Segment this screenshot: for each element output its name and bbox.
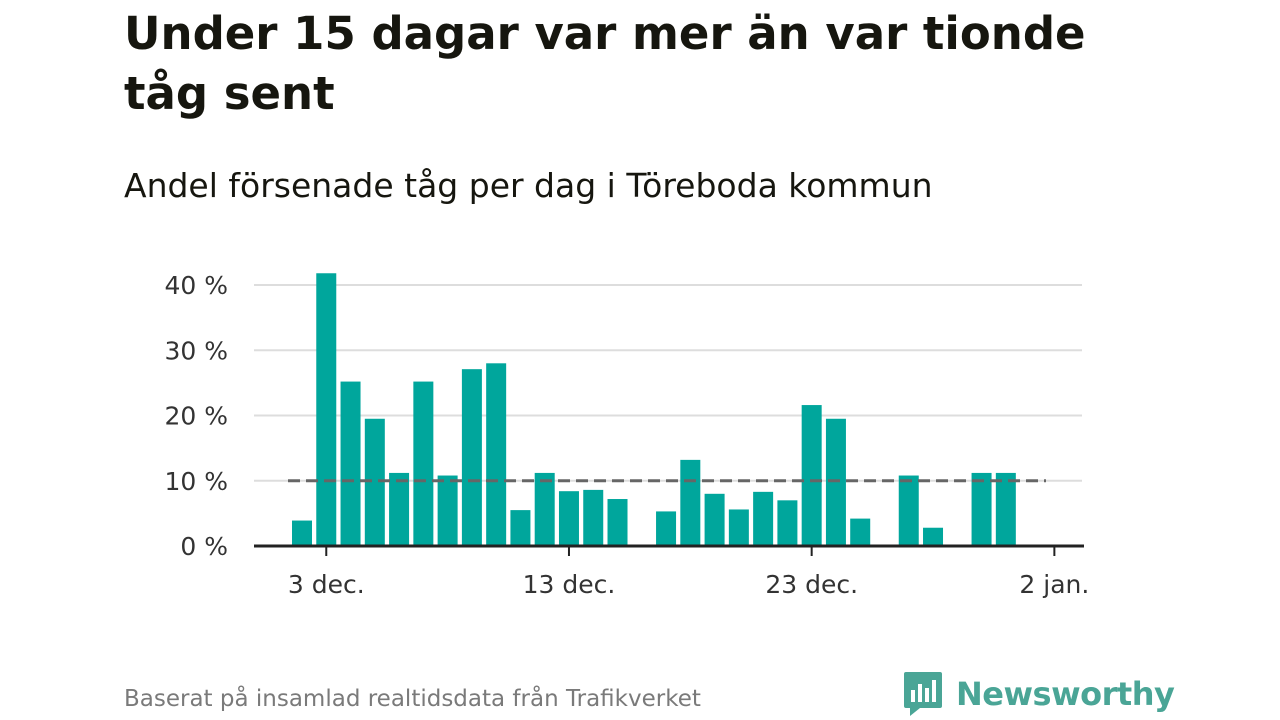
x-tick-label: 13 dec. — [523, 570, 616, 599]
bar — [558, 491, 579, 546]
y-tick-label: 40 % — [164, 271, 228, 300]
bar — [801, 405, 822, 546]
bar — [292, 520, 312, 546]
x-tick-label: 23 dec. — [765, 570, 858, 599]
bars — [292, 273, 1016, 546]
bar — [486, 363, 507, 546]
brand-logo[interactable]: Newsworthy — [902, 670, 1175, 718]
bar — [728, 509, 749, 546]
y-tick-label: 0 % — [180, 532, 228, 561]
newsworthy-logo-icon — [904, 672, 942, 716]
x-tick-label: 3 dec. — [288, 570, 365, 599]
bar — [825, 418, 846, 546]
bar — [777, 500, 798, 546]
bar-chart: 0 % 10 % 20 % 30 % 40 % 3 dec. 13 dec. 23 dec.… — [164, 271, 1089, 599]
bar — [995, 472, 1016, 546]
bar — [389, 472, 410, 546]
bar — [534, 472, 555, 546]
chart-title: Under 15 dagar var mer än var tionde tåg… — [124, 7, 1086, 120]
bar — [316, 273, 337, 546]
bar — [510, 510, 531, 546]
bar — [364, 418, 385, 546]
bar — [413, 381, 434, 546]
y-tick-label: 20 % — [164, 402, 228, 431]
bar — [607, 499, 628, 546]
bar — [753, 491, 774, 546]
source-note: Baserat på insamlad realtidsdata från Tr… — [124, 686, 701, 712]
bar — [898, 475, 919, 546]
bar — [340, 381, 361, 546]
bar — [850, 518, 871, 546]
brand-name: Newsworthy — [956, 675, 1175, 713]
x-tick-label: 2 jan. — [1019, 570, 1089, 599]
bar — [971, 472, 992, 546]
bar — [923, 527, 944, 546]
bar — [437, 475, 458, 546]
y-tick-label: 10 % — [164, 467, 228, 496]
bar — [704, 493, 725, 546]
x-axis — [254, 544, 1084, 556]
x-axis-labels: 3 dec. 13 dec. 23 dec. 2 jan. — [288, 570, 1089, 599]
bar — [461, 369, 482, 546]
bar — [680, 459, 701, 546]
chart-subtitle: Andel försenade tåg per dag i Töreboda k… — [124, 166, 933, 205]
y-axis-labels: 0 % 10 % 20 % 30 % 40 % — [164, 271, 228, 561]
bar — [656, 511, 677, 546]
y-tick-label: 30 % — [164, 336, 228, 365]
bar — [583, 489, 604, 546]
